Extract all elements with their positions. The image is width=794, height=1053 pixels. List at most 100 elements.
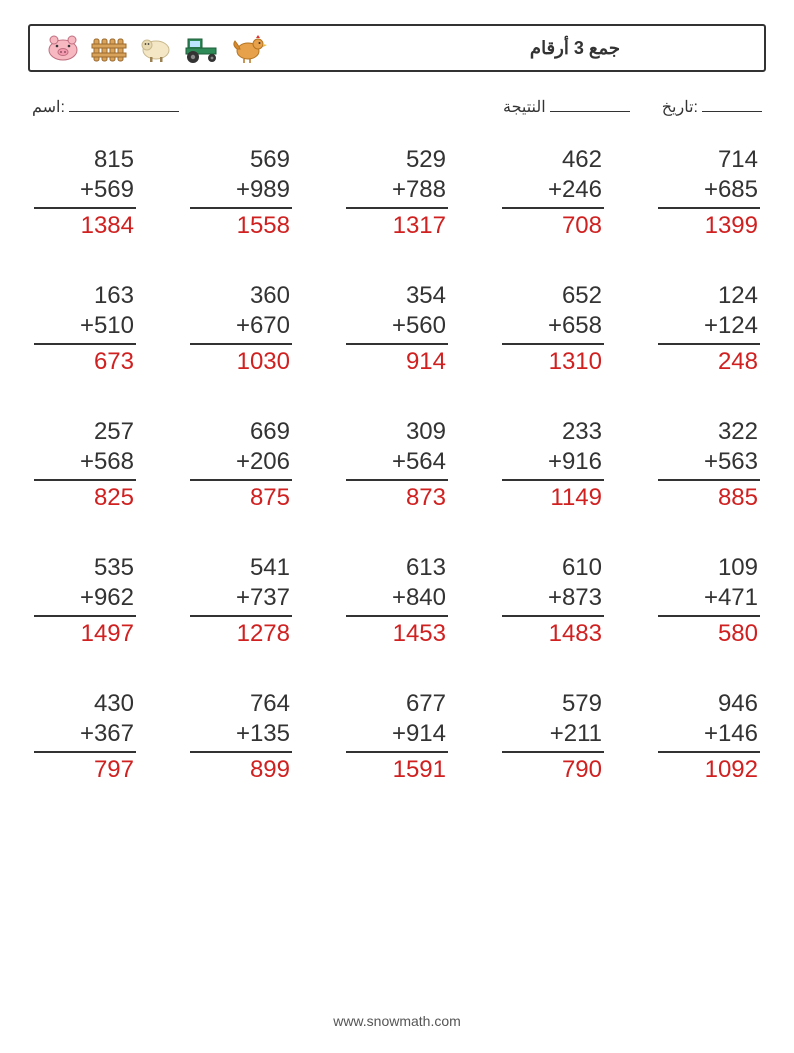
addend-top: 529 xyxy=(346,145,448,175)
addend-top: 109 xyxy=(658,553,760,583)
addend-bottom: +568 xyxy=(34,447,136,481)
addend-top: 360 xyxy=(190,281,292,311)
answer: 885 xyxy=(658,481,760,513)
problem: 354+560914 xyxy=(346,281,448,377)
answer: 1558 xyxy=(190,209,292,241)
date-label: تاريخ: xyxy=(662,97,698,117)
addend-bottom: +840 xyxy=(346,583,448,617)
addend-top: 677 xyxy=(346,689,448,719)
problem: 535+9621497 xyxy=(34,553,136,649)
answer: 248 xyxy=(658,345,760,377)
name-blank xyxy=(69,96,179,112)
answer: 1030 xyxy=(190,345,292,377)
problem: 677+9141591 xyxy=(346,689,448,785)
answer: 1591 xyxy=(346,753,448,785)
answer: 1384 xyxy=(34,209,136,241)
problem: 815+5691384 xyxy=(34,145,136,241)
addend-bottom: +685 xyxy=(658,175,760,209)
addend-top: 815 xyxy=(34,145,136,175)
problem: 764+135899 xyxy=(190,689,292,785)
addend-top: 579 xyxy=(502,689,604,719)
addend-bottom: +471 xyxy=(658,583,760,617)
addend-bottom: +658 xyxy=(502,311,604,345)
header-icons xyxy=(44,33,268,63)
problem: 613+8401453 xyxy=(346,553,448,649)
problem: 322+563885 xyxy=(658,417,760,513)
answer: 1149 xyxy=(502,481,604,513)
problem: 529+7881317 xyxy=(346,145,448,241)
addend-top: 535 xyxy=(34,553,136,583)
pig-icon xyxy=(44,33,82,63)
addend-top: 652 xyxy=(502,281,604,311)
problems-grid: 815+5691384 569+9891558 529+7881317 462+246… xyxy=(28,145,766,785)
problem: 430+367797 xyxy=(34,689,136,785)
addend-bottom: +211 xyxy=(502,719,604,753)
addend-bottom: +873 xyxy=(502,583,604,617)
score-blank xyxy=(550,96,630,112)
answer: 899 xyxy=(190,753,292,785)
problem: 541+7371278 xyxy=(190,553,292,649)
addend-top: 309 xyxy=(346,417,448,447)
addend-bottom: +737 xyxy=(190,583,292,617)
answer: 873 xyxy=(346,481,448,513)
problem: 610+8731483 xyxy=(502,553,604,649)
footer: www.snowmath.com xyxy=(0,1013,794,1029)
problem: 109+471580 xyxy=(658,553,760,649)
addend-top: 163 xyxy=(34,281,136,311)
problem: 569+9891558 xyxy=(190,145,292,241)
problem: 257+568825 xyxy=(34,417,136,513)
name-field: اسم: xyxy=(32,96,179,117)
answer: 580 xyxy=(658,617,760,649)
problem: 579+211790 xyxy=(502,689,604,785)
answer: 708 xyxy=(502,209,604,241)
answer: 1399 xyxy=(658,209,760,241)
answer: 1483 xyxy=(502,617,604,649)
addend-top: 610 xyxy=(502,553,604,583)
addend-bottom: +146 xyxy=(658,719,760,753)
problem: 714+6851399 xyxy=(658,145,760,241)
addend-bottom: +206 xyxy=(190,447,292,481)
addend-top: 613 xyxy=(346,553,448,583)
problem: 360+6701030 xyxy=(190,281,292,377)
addend-bottom: +135 xyxy=(190,719,292,753)
addend-top: 764 xyxy=(190,689,292,719)
addend-bottom: +510 xyxy=(34,311,136,345)
score-label: النتيجة xyxy=(503,97,546,117)
addend-bottom: +367 xyxy=(34,719,136,753)
header-box: جمع 3 أرقام xyxy=(28,24,766,72)
addend-top: 541 xyxy=(190,553,292,583)
answer: 790 xyxy=(502,753,604,785)
addend-top: 462 xyxy=(502,145,604,175)
addend-top: 430 xyxy=(34,689,136,719)
answer: 673 xyxy=(34,345,136,377)
answer: 1497 xyxy=(34,617,136,649)
sheep-icon xyxy=(136,33,174,63)
name-label: اسم: xyxy=(32,97,65,117)
answer: 797 xyxy=(34,753,136,785)
info-row: اسم: النتيجة تاريخ: xyxy=(28,96,766,117)
addend-bottom: +124 xyxy=(658,311,760,345)
answer: 1092 xyxy=(658,753,760,785)
addend-bottom: +569 xyxy=(34,175,136,209)
problem: 652+6581310 xyxy=(502,281,604,377)
problem: 163+510673 xyxy=(34,281,136,377)
addend-bottom: +916 xyxy=(502,447,604,481)
addend-bottom: +563 xyxy=(658,447,760,481)
problem: 946+1461092 xyxy=(658,689,760,785)
addend-bottom: +989 xyxy=(190,175,292,209)
addend-bottom: +246 xyxy=(502,175,604,209)
answer: 1453 xyxy=(346,617,448,649)
addend-top: 322 xyxy=(658,417,760,447)
date-blank xyxy=(702,96,762,112)
answer: 914 xyxy=(346,345,448,377)
chicken-icon xyxy=(230,33,268,63)
addend-top: 124 xyxy=(658,281,760,311)
answer: 875 xyxy=(190,481,292,513)
addend-top: 233 xyxy=(502,417,604,447)
problem: 669+206875 xyxy=(190,417,292,513)
problem: 462+246708 xyxy=(502,145,604,241)
worksheet-title: جمع 3 أرقام xyxy=(530,38,750,59)
addend-top: 946 xyxy=(658,689,760,719)
addend-top: 354 xyxy=(346,281,448,311)
addend-top: 569 xyxy=(190,145,292,175)
